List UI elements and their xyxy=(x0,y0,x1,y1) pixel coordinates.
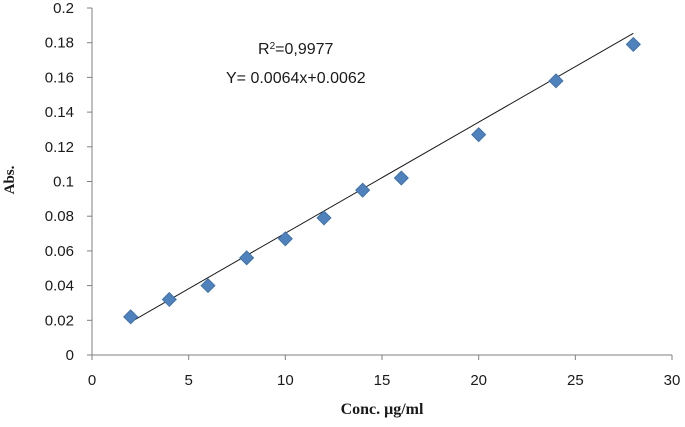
y-tick-label: 0.12 xyxy=(45,139,74,156)
y-tick-label: 0 xyxy=(66,347,74,364)
r-squared-superscript: 2 xyxy=(270,41,276,52)
x-tick-label: 0 xyxy=(88,372,96,389)
y-tick-label: 0.1 xyxy=(53,174,74,191)
x-tick-label: 30 xyxy=(664,372,681,389)
y-tick-label: 0.14 xyxy=(45,104,74,121)
y-tick-label: 0.02 xyxy=(45,312,74,329)
data-point-marker xyxy=(316,210,332,226)
data-point-marker xyxy=(161,291,177,308)
x-tick-label: 5 xyxy=(184,372,192,389)
x-tick-label: 20 xyxy=(470,372,487,389)
y-tick-label: 0.06 xyxy=(45,243,74,260)
y-tick-label: 0.16 xyxy=(45,69,74,86)
data-point-marker xyxy=(123,309,139,325)
x-tick-label: 10 xyxy=(277,372,294,389)
data-point-marker xyxy=(471,127,487,143)
data-point-marker xyxy=(355,182,371,198)
data-point-marker xyxy=(277,231,293,247)
r-squared-value: =0,9977 xyxy=(275,41,333,58)
data-points xyxy=(123,36,641,325)
data-point-marker xyxy=(393,170,409,186)
y-tick-label: 0.08 xyxy=(45,208,74,225)
y-tick-label: 0.2 xyxy=(53,0,74,17)
data-point-marker xyxy=(200,278,216,294)
data-point-marker xyxy=(548,73,564,89)
regression-equation: Y= 0.0064x+0.0062 xyxy=(226,70,366,87)
x-tick-label: 25 xyxy=(567,372,584,389)
y-tick-label: 0.18 xyxy=(45,35,74,52)
x-tick-label: 15 xyxy=(374,372,391,389)
y-tick-label: 0.04 xyxy=(45,278,74,295)
x-axis-title: Conc. μg/ml xyxy=(341,401,424,418)
r-squared-symbol: R xyxy=(258,41,270,58)
data-point-marker xyxy=(625,36,641,53)
axes xyxy=(91,8,672,356)
data-point-marker xyxy=(239,250,255,266)
y-axis-title: Abs. xyxy=(2,165,18,194)
ticks: 0 0.02 0.04 0.06 0.08 0.1 0.12 0.14 0.16 0.18 0.2 0… xyxy=(45,0,681,389)
r-squared-annotation: R2=0,9977 xyxy=(258,41,334,59)
